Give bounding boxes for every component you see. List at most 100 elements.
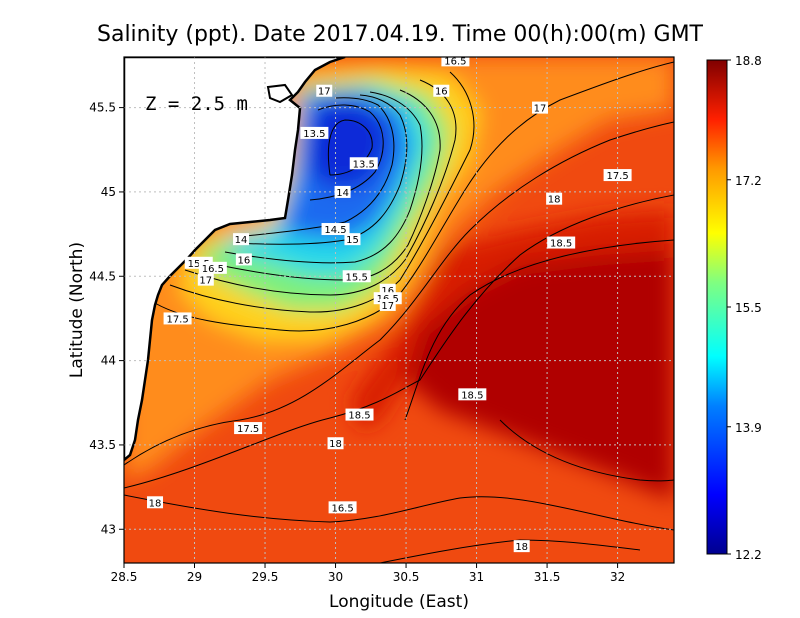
- contour-16-5-south: [124, 494, 674, 531]
- contour-label: 18: [327, 437, 344, 450]
- contour-label-text: 14: [336, 188, 349, 199]
- contour-18-5: [404, 239, 674, 421]
- y-axis-label: Latitude (North): [67, 242, 87, 378]
- y-tick-label: 45.5: [89, 101, 116, 115]
- contour-label: 13.5: [349, 157, 378, 170]
- x-tick-label: 32: [610, 570, 625, 584]
- contour-label-text: 18.5: [550, 239, 572, 250]
- salinity-field: [124, 57, 674, 563]
- contour-label: 16: [433, 84, 450, 98]
- contour-label-text: 18: [149, 498, 162, 509]
- contour-label-box: [233, 233, 250, 246]
- contour-label-text: 16: [381, 286, 394, 297]
- contour-label-box: [345, 408, 374, 421]
- contour-label-box: [349, 157, 378, 170]
- colorbar-tick-label: 13.9: [735, 421, 762, 435]
- plot-frame: [123, 56, 675, 564]
- contour-label: 13.5: [300, 126, 329, 140]
- contour-label-text: 15: [346, 235, 359, 246]
- contour-label-box: [235, 253, 252, 266]
- colorbar-tick-label: 17.2: [735, 174, 762, 188]
- contour-label-box: [532, 101, 549, 114]
- contour-label-box: [198, 261, 227, 274]
- contour-label: 18.5: [458, 388, 487, 401]
- contour-label-box: [334, 185, 351, 198]
- contour-label-box: [163, 312, 192, 325]
- contour-label-text: 16: [238, 255, 251, 266]
- contour-label-text: 17.5: [606, 171, 628, 182]
- contour-18-south: [379, 539, 641, 563]
- contour-label: 15: [344, 233, 361, 246]
- contour-label-text: 16.5: [202, 264, 224, 275]
- contour-label: 17.5: [603, 169, 632, 182]
- contour-label: 18.5: [345, 408, 374, 422]
- x-tick-label: 30: [328, 570, 343, 584]
- contour-label-box: [197, 273, 214, 286]
- contour-16-5: [169, 71, 475, 313]
- x-axis-label: Longitude (East): [329, 592, 469, 612]
- contour-label-text: 17: [199, 276, 212, 287]
- x-tick-label: 29: [187, 570, 202, 584]
- contour-label: 16.5: [328, 501, 357, 514]
- land-mass: [124, 57, 346, 462]
- colorbar-tick-label: 18.8: [735, 54, 762, 68]
- contour-label-text: 16.5: [444, 56, 466, 67]
- contour-label: 17: [532, 101, 549, 115]
- contour-label-box: [458, 388, 487, 401]
- y-tick-label: 44.5: [89, 269, 116, 283]
- contour-14: [244, 97, 395, 237]
- chart-title: Salinity (ppt). Date 2017.04.19. Time 00…: [97, 22, 704, 47]
- x-tick-label: 31.5: [534, 570, 561, 584]
- x-tick-label: 28.5: [111, 570, 138, 584]
- field-region-darkred-east: [405, 250, 674, 500]
- contour-label: 16.5: [198, 261, 227, 275]
- contour-label: 14.5: [321, 223, 350, 236]
- contour-label-text: 18.5: [461, 390, 483, 401]
- contour-label-text: 17.5: [166, 314, 188, 325]
- contour-label-box: [328, 501, 357, 514]
- contour-label: 15.5: [342, 270, 371, 283]
- y-tick-label: 44: [101, 354, 116, 368]
- contour-label-box: [342, 270, 371, 283]
- colorbar: [706, 59, 728, 555]
- contour-label-box: [603, 169, 632, 182]
- contour-label: 18: [546, 192, 563, 206]
- contour-label-text: 16: [435, 87, 448, 98]
- contour-label-box: [316, 84, 333, 97]
- contour-label-box: [546, 192, 563, 205]
- contour-label-text: 17.5: [237, 424, 259, 435]
- contour-label-box: [147, 496, 164, 509]
- danube-delta-inlet: [266, 83, 294, 104]
- contour-label-text: 13.5: [303, 129, 325, 140]
- x-tick-label: 29.5: [252, 570, 279, 584]
- contour-label: 17: [316, 84, 333, 98]
- contour-label: 17.5: [234, 422, 263, 435]
- contour-label-text: 14.5: [324, 225, 346, 236]
- contour-label: 18: [513, 540, 530, 553]
- contour-label: 17: [379, 298, 396, 312]
- contour-17: [149, 61, 674, 332]
- contour-label-text: 15.5: [188, 259, 210, 270]
- contour-label: 18.5: [547, 236, 576, 250]
- x-tick-label: 30.5: [393, 570, 420, 584]
- colorbar-tick-label: 12.2: [735, 548, 762, 562]
- contour-label-box: [344, 233, 361, 246]
- contour-label-text: 13.5: [353, 159, 375, 170]
- contour-label-text: 14: [235, 235, 248, 246]
- contour-label-text: 17: [381, 301, 394, 312]
- contour-16: [184, 79, 457, 296]
- contour-17-5: [124, 121, 674, 466]
- contour-label: 17: [197, 273, 214, 287]
- contour-label-text: 18.5: [348, 411, 370, 422]
- y-tick-label: 43: [101, 522, 116, 536]
- field-region-red-east: [350, 210, 674, 430]
- contour-label-box: [321, 223, 350, 236]
- contour-label-box: [327, 437, 344, 450]
- contour-label: 14: [233, 233, 250, 246]
- contour-18: [124, 194, 674, 489]
- contour-label-text: 18: [515, 542, 528, 553]
- contour-label: 17.5: [163, 312, 192, 325]
- y-axis-ticks: 43 43.5 44 44.5 45 45.5: [89, 101, 124, 536]
- x-axis-ticks: 28.5 29 29.5 30 30.5 31 31.5 32: [111, 563, 625, 584]
